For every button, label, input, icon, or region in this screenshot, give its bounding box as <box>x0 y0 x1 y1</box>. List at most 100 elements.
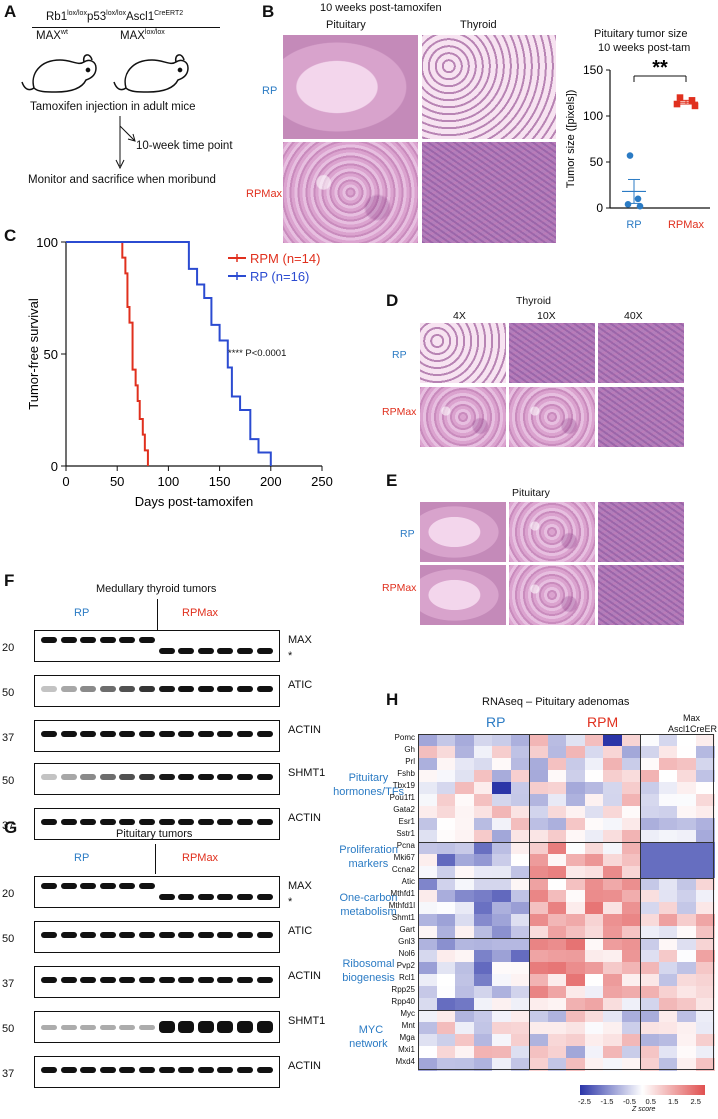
blot-band <box>237 1067 253 1073</box>
gene-rb1: Rb1 <box>46 10 68 23</box>
heatmap-cell <box>566 1046 585 1059</box>
heatmap-cell <box>603 1010 622 1023</box>
heatmap-cell <box>584 902 604 915</box>
blot-band <box>197 774 214 780</box>
heatmap-cell <box>547 878 567 891</box>
heatmap-cell <box>473 746 493 759</box>
heatmap-cell <box>436 998 456 1011</box>
blot-band <box>119 774 136 780</box>
heatmap-cell <box>640 758 659 771</box>
heatmap-cell <box>695 986 715 999</box>
heatmap-cell <box>621 962 641 975</box>
heatmap-cell <box>603 890 622 903</box>
heatmap-cell <box>621 902 641 915</box>
heatmap-cell <box>455 926 474 939</box>
gene-label: Ccna2 <box>391 865 415 874</box>
heatmap-cell <box>621 734 641 747</box>
blot-band <box>60 1025 77 1030</box>
heatmap-cell <box>492 1058 511 1071</box>
heatmap-cell <box>492 734 511 747</box>
heatmap-cell <box>677 1010 696 1023</box>
heatmap-cell <box>603 1058 622 1071</box>
heatmap-cell <box>640 902 659 915</box>
heatmap-cell <box>677 854 696 867</box>
heatmap-cell <box>566 758 585 771</box>
heatmap-cell <box>436 890 456 903</box>
heatmap-cell <box>492 842 511 855</box>
heatmap-cell <box>603 902 622 915</box>
blot-band <box>197 1067 214 1073</box>
e-row-rpmax: RPMax <box>382 582 417 594</box>
blot-band <box>99 731 116 737</box>
colorbar-tick: 1.5 <box>668 1097 679 1106</box>
heatmap-cell <box>621 806 641 819</box>
heatmap-cell <box>473 902 493 915</box>
chart-b-title-2: 10 weeks post-tam <box>598 42 691 54</box>
blot-band <box>99 686 116 692</box>
heatmap-cell <box>621 1034 641 1047</box>
heatmap-cell <box>418 818 437 831</box>
blot-label: SHMT1 <box>288 767 326 779</box>
data-point <box>673 100 681 108</box>
blot-band <box>178 774 195 780</box>
heatmap-cell <box>418 974 437 987</box>
blot-band <box>197 731 214 737</box>
heatmap-cell <box>621 1010 641 1023</box>
gene-label: Esr1 <box>398 817 415 826</box>
heatmap-cell <box>473 938 493 951</box>
data-point <box>691 102 699 110</box>
gene-p53: p53 <box>86 10 107 23</box>
heatmap-cell <box>677 842 696 855</box>
blot-band <box>139 977 155 983</box>
heatmap-cell <box>547 806 567 819</box>
heatmap-cell <box>529 902 548 915</box>
heatmap-cell <box>566 938 585 951</box>
heatmap-cell <box>584 914 604 927</box>
heatmap-cell <box>492 926 511 939</box>
heatmap-cell <box>621 938 641 951</box>
blot-band <box>60 932 77 938</box>
heatmap-cell <box>510 914 530 927</box>
heatmap-cell <box>584 926 604 939</box>
heatmap-cell <box>510 734 530 747</box>
heatmap-cell <box>547 794 567 807</box>
heatmap-cell <box>418 830 437 843</box>
heatmap-cell <box>436 770 456 783</box>
blot-band <box>217 731 234 737</box>
blot-band <box>139 637 155 643</box>
heatmap-cell <box>603 926 622 939</box>
heatmap-cell <box>584 878 604 891</box>
y-tick-label: 0 <box>596 201 603 215</box>
blot-band <box>119 731 136 737</box>
heatmap-cell <box>603 878 622 891</box>
blot-label: ATIC <box>288 925 313 937</box>
heatmap-cell <box>529 914 548 927</box>
heatmap-cell <box>436 1046 456 1059</box>
heatmap-cell <box>529 890 548 903</box>
blot-band <box>158 774 175 780</box>
heatmap-cell <box>455 818 474 831</box>
heatmap-cell <box>455 914 474 927</box>
heatmap-cell <box>640 878 659 891</box>
heatmap-cell <box>547 902 567 915</box>
heatmap-cell <box>547 926 567 939</box>
heatmap-cell <box>510 758 530 771</box>
heatmap-cell <box>603 914 622 927</box>
heatmap-cell <box>621 830 641 843</box>
heatmap-cell <box>566 818 585 831</box>
heatmap-cell <box>640 830 659 843</box>
heatmap-cell <box>640 818 659 831</box>
heatmap-cell <box>640 734 659 747</box>
heatmap-cell <box>529 1058 548 1071</box>
heatmap-cell <box>492 962 511 975</box>
heatmap-cell <box>640 854 659 867</box>
panel-d-label: D <box>386 291 399 310</box>
blot-band <box>119 819 136 825</box>
heatmap-cell <box>510 794 530 807</box>
category-label: Proliferation <box>339 844 398 856</box>
heatmap-cell <box>677 914 696 927</box>
blot-band <box>237 648 253 654</box>
gene-label: Pou1f1 <box>389 793 415 802</box>
category-label: biogenesis <box>342 972 395 984</box>
heatmap-cell <box>418 902 437 915</box>
